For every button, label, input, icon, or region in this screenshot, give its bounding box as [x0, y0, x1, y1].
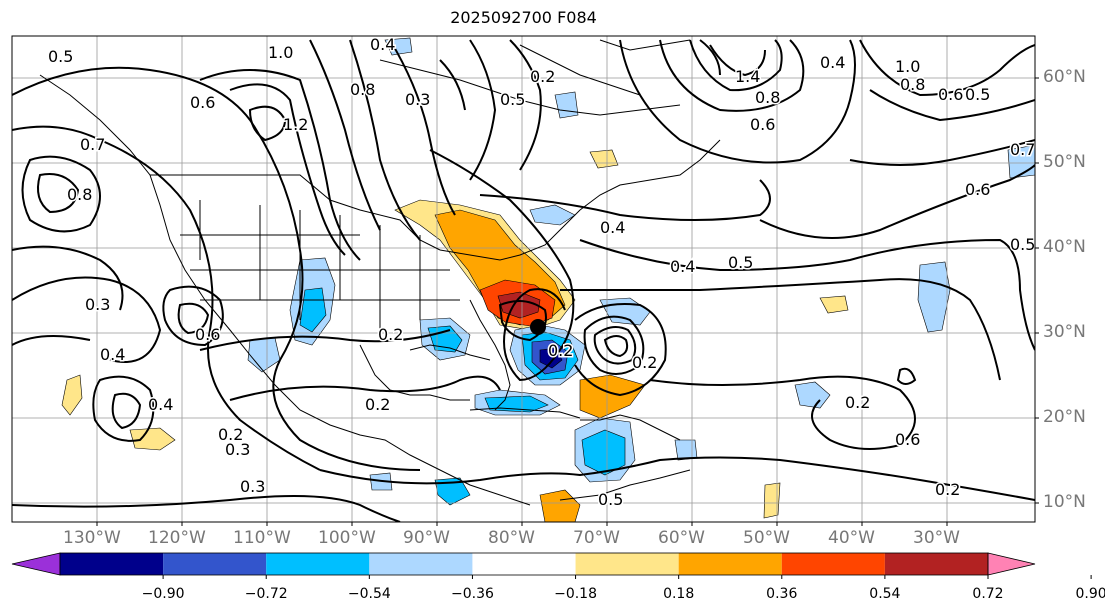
contour-label: 0.2	[632, 353, 657, 372]
colorbar-segment	[678, 553, 782, 575]
colorbar-tick-label: 0.72	[972, 586, 1004, 602]
contour-label: 0.5	[500, 90, 525, 109]
colorbar-segment	[781, 553, 885, 575]
storm-center-marker	[530, 319, 546, 335]
contour-label: 0.3	[225, 440, 250, 459]
contour-label: 0.7	[1010, 140, 1035, 159]
longitude-label: 70°W	[573, 528, 620, 548]
contour-label: 1.0	[895, 57, 920, 76]
longitude-label: 90°W	[403, 528, 450, 548]
contour-label: 0.3	[405, 90, 430, 109]
contour-label: 0.8	[67, 185, 92, 204]
colorbar-segment	[369, 553, 473, 575]
lat-ticks	[1035, 77, 1039, 504]
contour-label: 0.6	[195, 325, 220, 344]
contour-label: 1.2	[283, 115, 308, 134]
contour-lines	[12, 39, 1035, 522]
colorbar-tick-label: −0.54	[347, 586, 391, 602]
longitude-label: 120°W	[148, 528, 206, 548]
longitude-label: 130°W	[63, 528, 121, 548]
contour-label: 0.4	[370, 35, 395, 54]
contour-label: 0.4	[670, 257, 695, 276]
colorbar-tick-label: 0.54	[869, 586, 901, 602]
latitude-label: 10°N	[1043, 492, 1086, 512]
contour-label: 0.5	[965, 85, 990, 104]
latitude-label: 30°N	[1043, 322, 1086, 342]
colorbar-tick-label: −0.18	[554, 586, 597, 602]
longitude-label: 40°W	[828, 528, 875, 548]
contour-label: 0.5	[48, 47, 73, 66]
contour-label: 0.4	[100, 345, 125, 364]
latitude-label: 60°N	[1043, 67, 1086, 87]
map-title: 2025092700 F084	[450, 8, 597, 27]
longitude-label: 80°W	[488, 528, 535, 548]
contour-label: 0.2	[378, 325, 403, 344]
contour-label: 1.0	[268, 43, 293, 62]
contour-label: 0.2	[548, 341, 573, 360]
colorbar-tick-label: 0.36	[766, 586, 798, 602]
contour-label: 0.4	[600, 218, 625, 237]
colorbar-segment	[266, 553, 370, 575]
contour-labels: 0.5 1.0 0.40.80.31.20.6 0.50.2 1.40.80.60.4 1…	[47, 35, 1036, 511]
colorbar-segment	[163, 553, 267, 575]
contour-label: 0.6	[895, 430, 920, 449]
colorbar-segment	[884, 553, 988, 575]
contour-label: 0.3	[85, 295, 110, 314]
colorbar-tick-label: 0.90	[1075, 586, 1105, 602]
colorbar-tick-label: −0.90	[141, 586, 185, 602]
colorbar-outline	[59, 552, 989, 576]
contour-label: 0.4	[820, 53, 845, 72]
colorbar	[11, 552, 1092, 579]
contour-label: 1.4	[735, 67, 760, 86]
latitude-label: 50°N	[1043, 152, 1086, 172]
colorbar-segment	[472, 553, 576, 575]
colorbar-segment	[575, 553, 679, 575]
contour-label: 0.8	[350, 80, 375, 99]
longitude-label: 100°W	[318, 528, 376, 548]
longitude-label: 50°W	[743, 528, 790, 548]
contour-label: 0.5	[598, 490, 623, 509]
map-area: 0.5 1.0 0.40.80.31.20.6 0.50.2 1.40.80.60.4 1…	[12, 35, 1036, 522]
latitude-label: 40°N	[1043, 237, 1086, 257]
colorbar-segment	[60, 553, 164, 575]
contour-label: 0.7	[80, 135, 105, 154]
contour-label: 0.2	[530, 67, 555, 86]
contour-label: 0.5	[1010, 235, 1035, 254]
contour-label: 0.6	[190, 93, 215, 112]
contour-label: 0.4	[148, 395, 173, 414]
contour-label: 0.2	[845, 393, 870, 412]
contour-label: 0.6	[965, 180, 990, 199]
contour-label: 0.5	[728, 253, 753, 272]
contour-label: 0.6	[750, 115, 775, 134]
contour-label: 0.2	[218, 425, 243, 444]
latitude-label: 20°N	[1043, 407, 1086, 427]
longitude-label: 30°W	[913, 528, 960, 548]
colorbar-extend-low	[11, 552, 61, 576]
colorbar-tick-label: −0.72	[244, 586, 288, 602]
lon-ticks	[96, 522, 948, 526]
longitude-label: 110°W	[233, 528, 291, 548]
longitude-label: 60°W	[658, 528, 705, 548]
contour-label: 0.6	[938, 85, 963, 104]
contour-label: 0.2	[935, 480, 960, 499]
contour-label: 0.8	[900, 75, 925, 94]
colorbar-extend-high	[987, 552, 1036, 576]
contour-label: 0.3	[240, 477, 265, 496]
colorbar-tick-label: −0.36	[450, 586, 494, 602]
colorbar-tick-label: 0.18	[663, 586, 695, 602]
contour-label: 0.8	[755, 88, 780, 107]
contour-label: 0.2	[365, 395, 390, 414]
map-frame	[11, 35, 1036, 523]
